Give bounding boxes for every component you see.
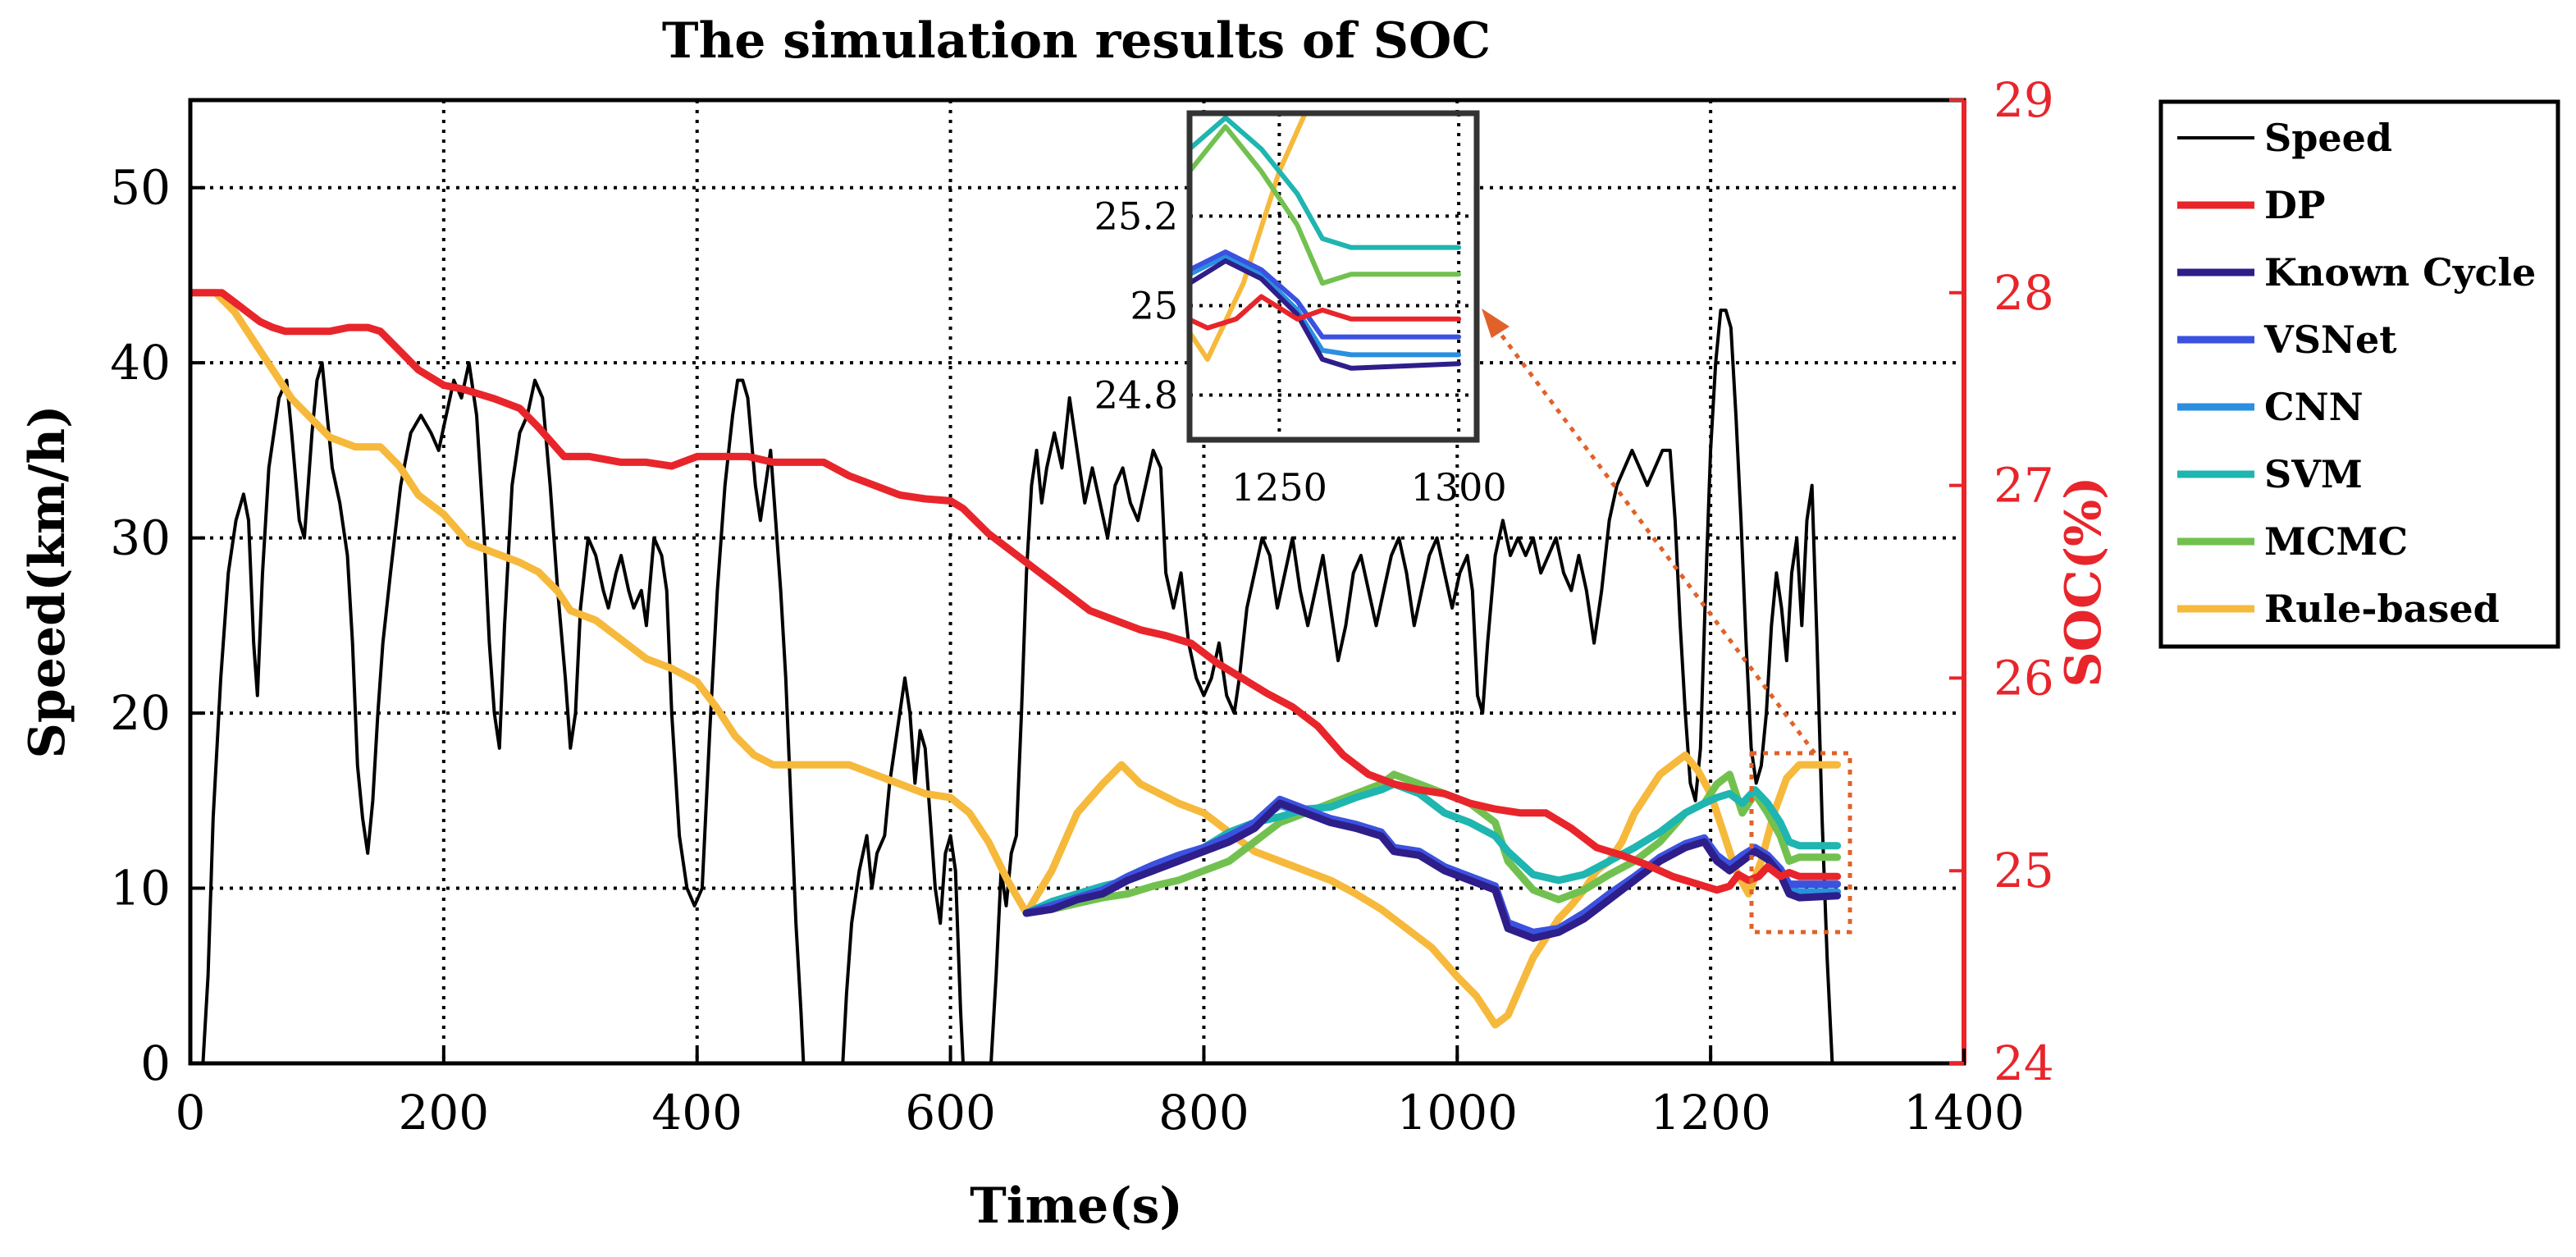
y-right-tick-label: 26 bbox=[1994, 650, 2054, 706]
legend: Speed DP Known Cycle VSNet CNN SVM MCMC Rule-ba… bbox=[2177, 116, 2536, 631]
inset-series-line-rule-based bbox=[1190, 113, 1309, 362]
x-tick-label: 1000 bbox=[1396, 1085, 1518, 1140]
inset-ticks: 1250 1300 24.8 25 25.2 bbox=[1094, 194, 1507, 510]
y-left-axis-ticks: 0 10 20 30 40 50 bbox=[110, 160, 205, 1091]
y-right-tick-label: 29 bbox=[1994, 72, 2054, 128]
grid-lines bbox=[190, 100, 1964, 1063]
x-axis-label: Time(s) bbox=[970, 1177, 1183, 1235]
y-right-tick-label: 25 bbox=[1994, 843, 2054, 898]
plot-frame bbox=[188, 98, 1966, 1066]
x-tick-label: 1400 bbox=[1903, 1085, 2025, 1140]
y-right-axis-label: SOC(%) bbox=[2055, 476, 2112, 687]
inset-series-line-svm bbox=[1190, 115, 1462, 250]
x-tick-label: 200 bbox=[398, 1085, 489, 1140]
y-left-tick-label: 40 bbox=[110, 335, 171, 391]
legend-label: Speed bbox=[2264, 116, 2392, 160]
y-left-tick-label: 0 bbox=[140, 1035, 171, 1091]
zoom-arrow-head bbox=[1482, 309, 1510, 338]
zoom-region-box bbox=[1749, 751, 1852, 935]
y-right-tick-label: 28 bbox=[1994, 265, 2054, 321]
legend-label: Rule-based bbox=[2264, 587, 2500, 631]
x-tick-label: 0 bbox=[176, 1085, 206, 1140]
y-left-tick-label: 20 bbox=[110, 685, 171, 741]
inset-y-tick-label: 24.8 bbox=[1094, 373, 1178, 417]
inset-x-tick-label: 1300 bbox=[1411, 465, 1507, 510]
x-tick-label: 1200 bbox=[1650, 1085, 1771, 1140]
x-tick-label: 800 bbox=[1158, 1085, 1249, 1140]
y-left-tick-label: 50 bbox=[110, 160, 171, 216]
y-right-tick-label: 24 bbox=[1994, 1035, 2054, 1091]
inset-frame bbox=[1186, 110, 1480, 443]
y-right-tick-label: 27 bbox=[1994, 458, 2054, 514]
inset-grid bbox=[1190, 113, 1477, 440]
inset-series-line-known-cycle bbox=[1190, 258, 1462, 371]
series-line-mcmc bbox=[1022, 770, 1842, 917]
y-right-axis-ticks: 24 25 26 27 28 29 bbox=[1949, 72, 2054, 1091]
series-line-dp bbox=[190, 289, 1842, 894]
legend-label: Known Cycle bbox=[2264, 250, 2536, 295]
inset-y-tick-label: 25 bbox=[1130, 283, 1178, 327]
inset-x-tick-label: 1250 bbox=[1231, 465, 1327, 510]
x-axis-ticks: 0 200 400 600 800 1000 1200 1400 bbox=[176, 1049, 2025, 1140]
legend-label: VSNet bbox=[2263, 318, 2397, 362]
legend-box bbox=[2158, 99, 2560, 649]
inset-series-line-mcmc bbox=[1190, 124, 1462, 286]
y-left-tick-label: 30 bbox=[110, 510, 171, 566]
series-line-known-cycle bbox=[1022, 799, 1842, 942]
inset-series bbox=[1190, 113, 1462, 371]
x-tick-label: 600 bbox=[905, 1085, 996, 1140]
x-tick-label: 400 bbox=[651, 1085, 742, 1140]
inset-y-tick-label: 25.2 bbox=[1094, 194, 1178, 238]
inset-series-line-dp bbox=[1190, 294, 1462, 331]
series-line-rule-based bbox=[190, 289, 1842, 1029]
legend-label: SVM bbox=[2264, 452, 2363, 496]
inset-series-line-cnn bbox=[1190, 254, 1462, 358]
legend-label: DP bbox=[2264, 183, 2325, 227]
y-left-axis-label: Speed(km/h) bbox=[19, 405, 76, 759]
series-group bbox=[190, 289, 1842, 1063]
zoom-arrow-line bbox=[1489, 320, 1817, 755]
chart-title: The simulation results of SOC bbox=[662, 12, 1491, 70]
legend-label: MCMC bbox=[2264, 519, 2408, 564]
legend-label: CNN bbox=[2264, 385, 2364, 429]
inset-series-line-vsnet bbox=[1190, 249, 1462, 340]
y-left-tick-label: 10 bbox=[110, 861, 171, 916]
series-line-speed bbox=[190, 309, 1834, 1063]
